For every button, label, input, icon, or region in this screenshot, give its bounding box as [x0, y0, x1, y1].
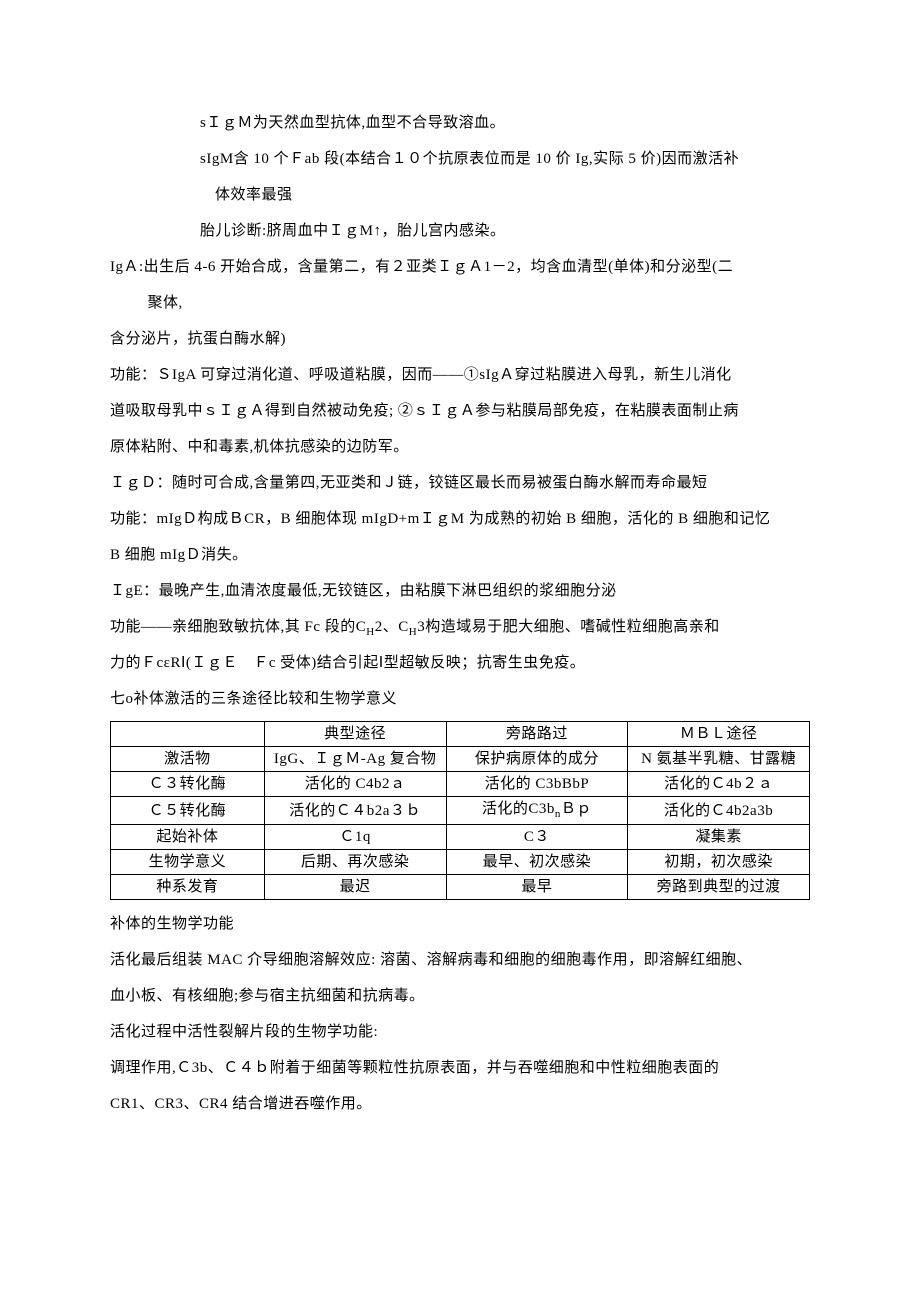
text-line: 力的ＦcεRⅠ(ＩｇＥ Ｆc 受体)结合引起Ⅰ型超敏反映；抗寄生虫免疫。 [110, 645, 810, 681]
table-row: 种系发育 最迟 最早 旁路到典型的过渡 [111, 874, 810, 899]
text-line: 含分泌片，抗蛋白酶水解) [110, 321, 810, 357]
text-line: CR1、CR3、CR4 结合增进吞噬作用。 [110, 1086, 810, 1122]
table-row: 起始补体 Ｃ1q C３ 凝集素 [111, 824, 810, 849]
text-line: 道吸取母乳中ｓＩｇＡ得到自然被动免疫; ②ｓＩｇＡ参与粘膜局部免疫，在粘膜表面制… [110, 393, 810, 429]
table-cell: N 氨基半乳糖、甘露糖 [628, 747, 810, 772]
table-cell: 最迟 [264, 874, 446, 899]
table-cell: 凝集素 [628, 824, 810, 849]
text-line: 功能：mIgＤ构成ＢCR，B 细胞体现 mIgD+mＩｇM 为成熟的初始 B 细… [110, 501, 810, 537]
table-cell: 初期，初次感染 [628, 849, 810, 874]
table-cell: 种系发育 [111, 874, 265, 899]
table-cell: Ｃ1q [264, 824, 446, 849]
table-cell: 活化的Ｃ４b2a３ｂ [264, 797, 446, 825]
text-line: 功能——亲细胞致敏抗体,其 Fc 段的CH2、CH3构造域易于肥大细胞、嗜碱性粒… [110, 609, 810, 645]
text-line: B 细胞 mIgＤ消失。 [110, 537, 810, 573]
table-row: Ｃ３转化酶 活化的 C4b2ａ 活化的 C3bBbP 活化的Ｃ4b２ａ [111, 772, 810, 797]
text-fragment: 功能——亲细胞致敏抗体,其 Fc 段的C [110, 619, 366, 635]
subscript: H [409, 626, 417, 638]
text-line: 调理作用,Ｃ3b、Ｃ４ｂ附着于细菌等颗粒性抗原表面，并与吞噬细胞和中性粒细胞表面… [110, 1050, 810, 1086]
table-cell: C３ [446, 824, 628, 849]
table-cell: 保护病原体的成分 [446, 747, 628, 772]
table-row: 生物学意义 后期、再次感染 最早、初次感染 初期，初次感染 [111, 849, 810, 874]
text-line: 体效率最强 [110, 177, 810, 213]
table-cell: 最早 [446, 874, 628, 899]
text-fragment: 3构造域易于肥大细胞、嗜碱性粒细胞高亲和 [417, 619, 720, 635]
text-line: IgＡ:出生后 4-6 开始合成，含量第二，有２亚类ＩｇＡ1－2，均含血清型(单… [110, 249, 810, 285]
table-row: 激活物 IgG、ＩｇＭ-Ag 复合物 保护病原体的成分 N 氨基半乳糖、甘露糖 [111, 747, 810, 772]
text-line: 聚体, [110, 285, 810, 321]
subscript: H [366, 626, 374, 638]
text-line: 胎儿诊断:脐周血中ＩｇM↑，胎儿宫内感染。 [110, 213, 810, 249]
table-row: Ｃ５转化酶 活化的Ｃ４b2a３ｂ 活化的C3bnＢｐ 活化的Ｃ4b2a3b [111, 797, 810, 825]
text-line: 补体的生物学功能 [110, 906, 810, 942]
complement-pathway-table: 典型途径 旁路路过 ＭＢＬ途径 激活物 IgG、ＩｇＭ-Ag 复合物 保护病原体… [110, 721, 810, 900]
text-line: 原体粘附、中和毒素,机体抗感染的边防军。 [110, 429, 810, 465]
section-heading: 七o补体激活的三条途径比较和生物学意义 [110, 681, 810, 717]
table-cell: 活化的 C3bBbP [446, 772, 628, 797]
table-cell: IgG、ＩｇＭ-Ag 复合物 [264, 747, 446, 772]
table-cell: 生物学意义 [111, 849, 265, 874]
table-header-cell: 典型途径 [264, 722, 446, 747]
text-line: 活化过程中活性裂解片段的生物学功能: [110, 1014, 810, 1050]
table-cell: 活化的Ｃ4b２ａ [628, 772, 810, 797]
table-cell: 最早、初次感染 [446, 849, 628, 874]
text-fragment: 活化的C3b [482, 801, 555, 817]
table-cell: Ｃ５转化酶 [111, 797, 265, 825]
text-line: sＩｇＭ为天然血型抗体,血型不合导致溶血。 [110, 105, 810, 141]
table-cell: 激活物 [111, 747, 265, 772]
table-cell: 活化的Ｃ4b2a3b [628, 797, 810, 825]
text-line: ＩgE：最晚产生,血清浓度最低,无铰链区，由粘膜下淋巴组织的浆细胞分泌 [110, 573, 810, 609]
text-line: 活化最后组装 MAC 介导细胞溶解效应: 溶菌、溶解病毒和细胞的细胞毒作用，即溶… [110, 942, 810, 978]
table-cell: 后期、再次感染 [264, 849, 446, 874]
table-cell: 旁路到典型的过渡 [628, 874, 810, 899]
text-line: sIgM含 10 个Ｆab 段(本结合１０个抗原表位而是 10 价 Ig,实际 … [110, 141, 810, 177]
table-header-cell [111, 722, 265, 747]
table-header-cell: ＭＢＬ途径 [628, 722, 810, 747]
text-line: ＩｇＤ：随时可合成,含量第四,无亚类和Ｊ链，铰链区最长而易被蛋白酶水解而寿命最短 [110, 465, 810, 501]
table-cell: 起始补体 [111, 824, 265, 849]
table-header-cell: 旁路路过 [446, 722, 628, 747]
table-cell: 活化的C3bnＢｐ [446, 797, 628, 825]
table-header-row: 典型途径 旁路路过 ＭＢＬ途径 [111, 722, 810, 747]
text-line: 血小板、有核细胞;参与宿主抗细菌和抗病毒。 [110, 978, 810, 1014]
table-cell: 活化的 C4b2ａ [264, 772, 446, 797]
table-cell: Ｃ３转化酶 [111, 772, 265, 797]
text-fragment: 2、C [375, 619, 409, 635]
text-line: 功能：ＳIgA 可穿过消化道、呼吸道粘膜，因而——①sIgＡ穿过粘膜进入母乳，新… [110, 357, 810, 393]
text-fragment: Ｂｐ [561, 801, 592, 817]
document-page: sＩｇＭ为天然血型抗体,血型不合导致溶血。 sIgM含 10 个Ｆab 段(本结… [0, 0, 920, 1302]
